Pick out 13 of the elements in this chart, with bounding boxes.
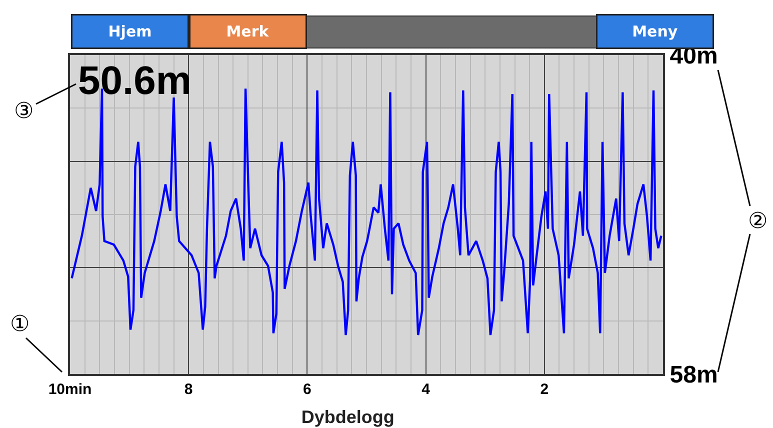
x-tick-label: 6 [303,381,312,398]
text: Hjem [108,22,152,40]
text: ② [748,208,768,233]
x-tick-label: 8 [184,381,193,398]
text: Meny [632,22,678,40]
text: ③ [14,98,34,123]
y-tick-label: 58m [670,361,718,388]
x-tick-label: 4 [422,381,431,398]
text: ① [10,311,30,336]
text: Merk [226,22,270,40]
x-tick-label: 10min [48,381,92,398]
x-tick-label: 2 [540,381,549,398]
text: Dybdelogg [301,406,394,427]
